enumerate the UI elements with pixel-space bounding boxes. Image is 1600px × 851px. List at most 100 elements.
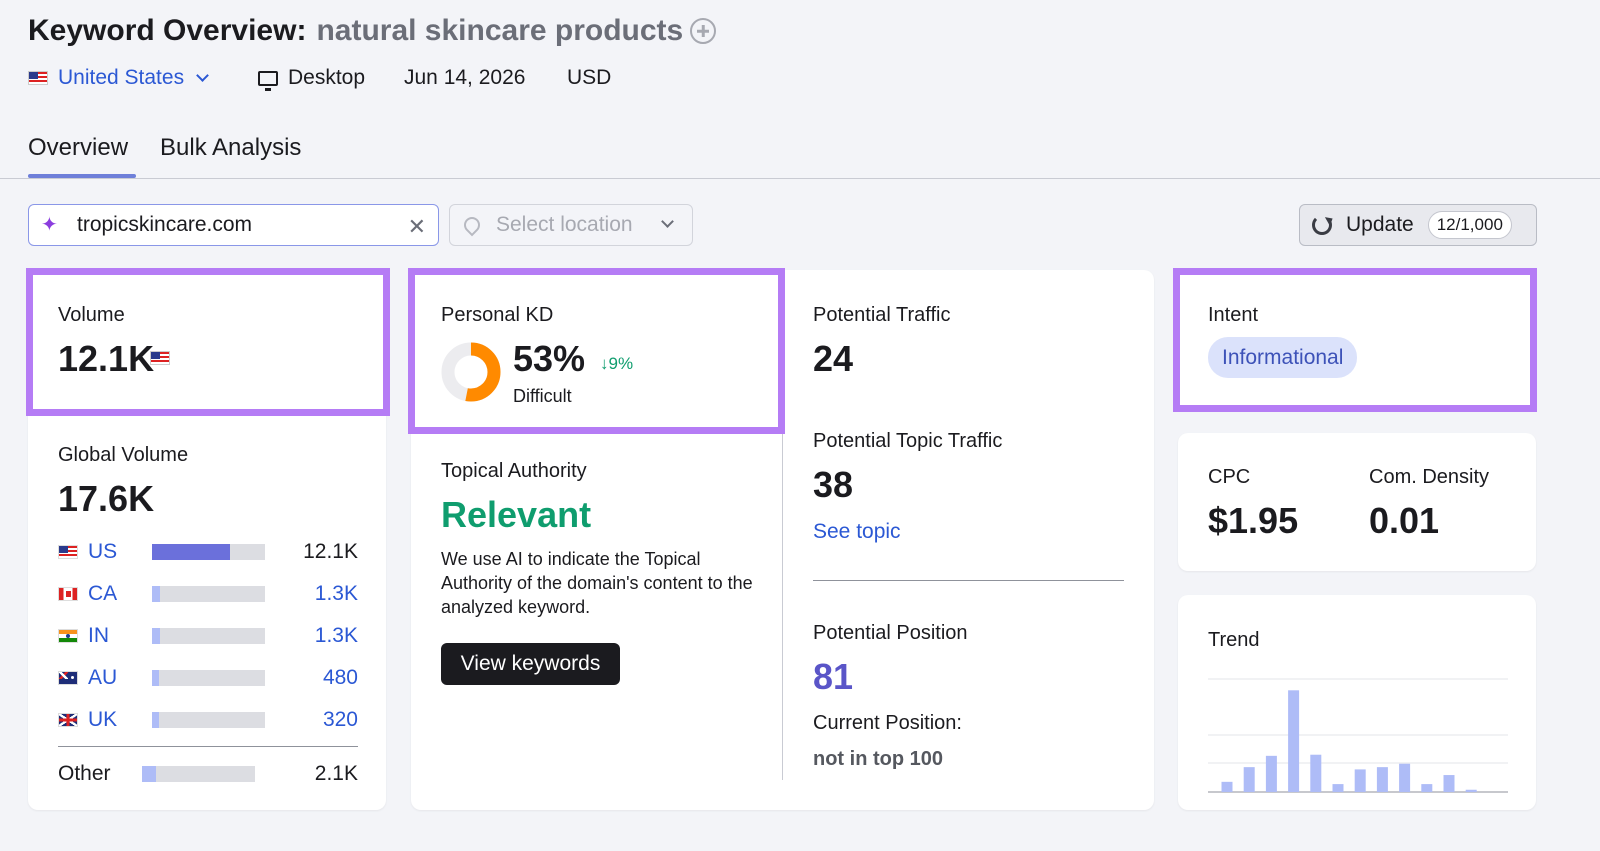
chevron-down-icon (196, 68, 209, 82)
global-volume-label: Global Volume (58, 444, 189, 466)
trend-bar[interactable] (1265, 755, 1277, 792)
in-flag-icon (58, 629, 78, 643)
country-value: 12.1K (303, 540, 358, 563)
other-value: 2.1K (314, 762, 358, 785)
clear-icon[interactable]: ✕ (407, 214, 426, 239)
potential-traffic-label: Potential Traffic (813, 304, 951, 326)
desktop-icon (258, 70, 278, 91)
country-code[interactable]: AU (88, 666, 118, 689)
device-indicator: Desktop (258, 66, 366, 91)
country-row-in: IN 1.3K (58, 624, 358, 648)
domain-value: tropicskincare.com (77, 213, 253, 236)
trend-chart (1208, 678, 1508, 793)
view-keywords-button[interactable]: View keywords (441, 643, 620, 685)
ca-flag-icon (58, 587, 78, 601)
potential-topic-traffic-label: Potential Topic Traffic (813, 430, 1003, 452)
trend-bar[interactable] (1399, 763, 1411, 792)
country-row-us: US 12.1K (58, 540, 358, 564)
country-code[interactable]: US (88, 540, 118, 563)
volume-highlight (26, 268, 390, 416)
country-bar-fill (152, 544, 230, 560)
location-select[interactable]: Select location (449, 204, 693, 246)
cpc-value: $1.95 (1208, 500, 1299, 541)
personal-kd-label: Personal KD (441, 304, 554, 326)
potential-divider (813, 580, 1124, 581)
topical-authority-label: Topical Authority (441, 460, 587, 482)
intent-highlight (1173, 268, 1537, 412)
intent-label: Intent (1208, 304, 1259, 326)
chevron-down-icon (661, 215, 674, 228)
potential-position-label: Potential Position (813, 622, 968, 644)
kd-change: ↓9% (600, 354, 634, 373)
com-density-label: Com. Density (1369, 466, 1490, 488)
trend-bar[interactable] (1243, 767, 1255, 792)
country-value[interactable]: 1.3K (314, 624, 358, 647)
trend-bar[interactable] (1221, 781, 1233, 792)
trend-bar[interactable] (1443, 775, 1455, 792)
trend-bar[interactable] (1421, 784, 1433, 792)
current-position-value: not in top 100 (813, 748, 943, 770)
cpc-label: CPC (1208, 466, 1251, 488)
other-label: Other (58, 762, 111, 785)
potential-topic-traffic-value: 38 (813, 464, 854, 505)
page-title-label: Keyword Overview: (28, 14, 307, 47)
tab-overview[interactable]: Overview (28, 134, 129, 161)
date-label: Jun 14, 2026 (404, 66, 526, 89)
volume-label: Volume (58, 304, 125, 326)
country-selector[interactable]: United States (28, 66, 209, 90)
country-bar (152, 670, 265, 686)
country-bar-fill (152, 586, 160, 602)
sparkle-icon: ✦ (41, 214, 58, 236)
us-flag-icon (58, 545, 78, 559)
intent-badge: Informational (1208, 337, 1358, 378)
location-placeholder: Select location (496, 213, 633, 236)
country-bar-fill (152, 628, 160, 644)
trend-bar[interactable] (1465, 789, 1477, 792)
update-count-badge: 12/1,000 (1427, 211, 1512, 239)
trend-bar[interactable] (1310, 754, 1322, 792)
global-volume-value: 17.6K (58, 478, 155, 519)
country-row-ca: CA 1.3K (58, 582, 358, 606)
country-code[interactable]: UK (88, 708, 118, 731)
country-value[interactable]: 1.3K (314, 582, 358, 605)
us-flag-icon (28, 71, 48, 85)
trend-bar[interactable] (1288, 690, 1300, 792)
country-label: United States (58, 66, 185, 89)
domain-input[interactable]: ✦ tropicskincare.com ✕ (28, 204, 439, 246)
device-label: Desktop (288, 66, 366, 89)
kd-difficulty: Difficult (513, 386, 572, 406)
potential-position-value: 81 (813, 656, 854, 697)
trend-bar[interactable] (1354, 769, 1366, 792)
add-keyword-icon[interactable] (690, 18, 716, 44)
volume-value: 12.1K (58, 338, 155, 379)
au-flag-icon (58, 671, 78, 685)
country-code[interactable]: CA (88, 582, 118, 605)
country-row-other: Other 2.1K (58, 762, 358, 786)
country-bar (152, 586, 265, 602)
trend-bar[interactable] (1332, 784, 1344, 792)
uk-flag-icon (58, 713, 78, 727)
personal-kd-value: 53% (513, 338, 586, 379)
column-divider (782, 432, 783, 780)
see-topic-link[interactable]: See topic (813, 520, 901, 543)
tabs-divider (0, 178, 1600, 179)
potential-traffic-value: 24 (813, 338, 854, 379)
country-row-uk: UK 320 (58, 708, 358, 732)
country-bar-fill (152, 712, 159, 728)
topical-authority-value: Relevant (441, 494, 592, 535)
country-bar (142, 766, 255, 782)
country-value[interactable]: 480 (322, 666, 358, 689)
country-code[interactable]: IN (88, 624, 109, 647)
country-bar-fill (142, 766, 156, 782)
refresh-icon (1312, 215, 1332, 235)
country-row-au: AU 480 (58, 666, 358, 690)
tab-bulk-analysis[interactable]: Bulk Analysis (160, 134, 302, 161)
country-bar (152, 712, 265, 728)
update-button[interactable]: Update 12/1,000 (1299, 204, 1537, 246)
kd-donut-arc (441, 342, 501, 402)
trend-bar[interactable] (1376, 767, 1388, 792)
trend-label: Trend (1208, 629, 1260, 651)
keyword-label: natural skincare products (316, 14, 684, 47)
us-flag-icon (150, 351, 170, 365)
country-value[interactable]: 320 (322, 708, 358, 731)
